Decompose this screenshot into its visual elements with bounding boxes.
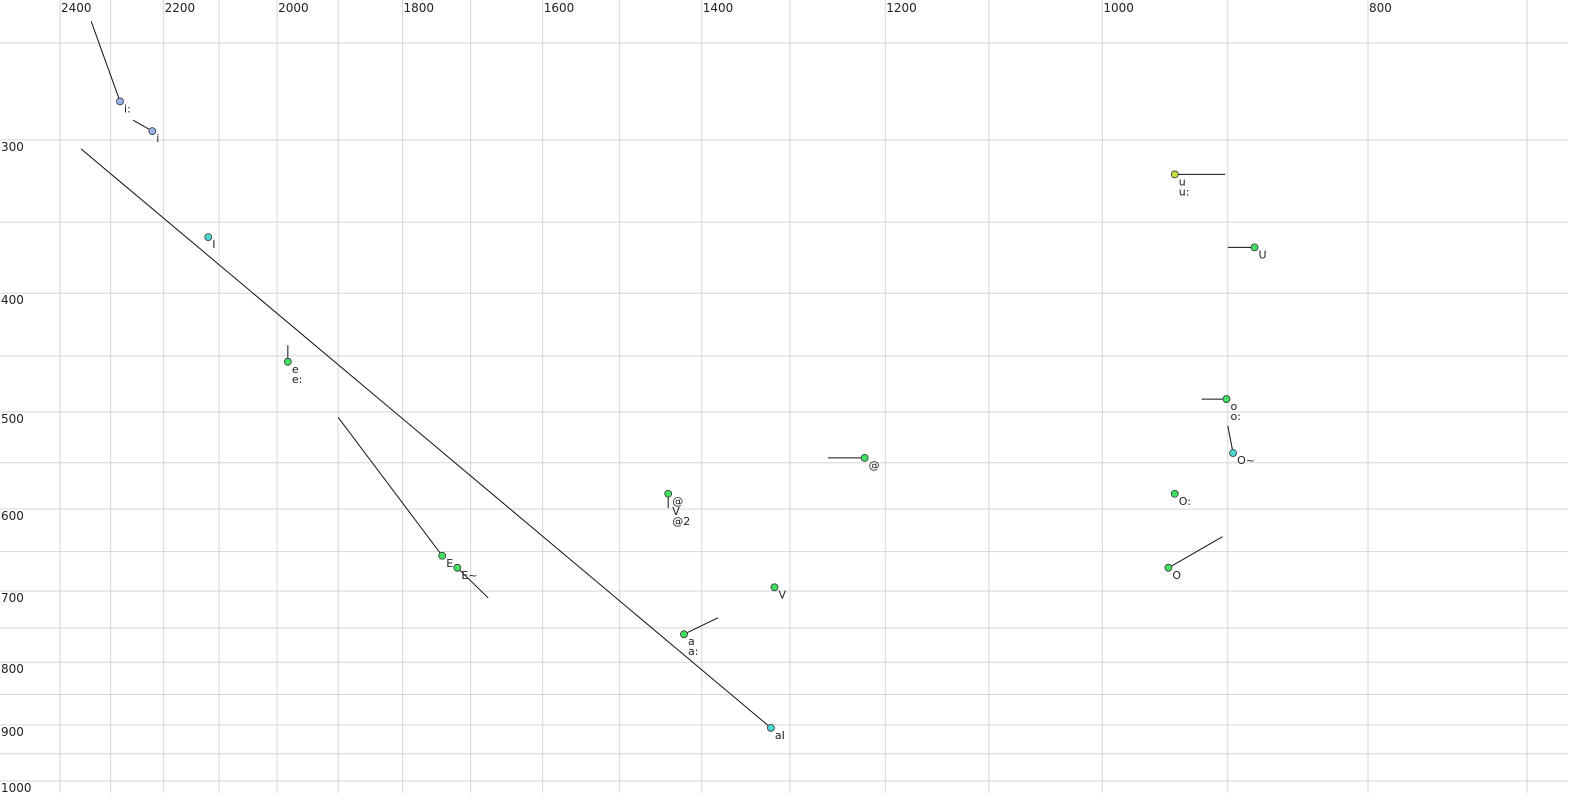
vowel-label: o: [1230, 400, 1237, 413]
vowel-point: [453, 563, 462, 572]
x-tick-label: 1200: [886, 1, 917, 15]
x-tick-label: 1600: [544, 1, 575, 15]
vowel-label: o:: [1230, 410, 1240, 423]
trajectory: [1168, 536, 1223, 569]
x-tick-label: 1000: [1103, 1, 1134, 15]
vowel-label: u:: [1179, 185, 1190, 198]
trajectory: [456, 567, 489, 599]
vowel-label: U: [1259, 248, 1267, 261]
vowel-point: [1170, 170, 1179, 179]
vowel-point: [1170, 489, 1179, 498]
vowel-point: [770, 583, 779, 592]
y-tick-label: 600: [1, 509, 24, 523]
vowel-point: [1250, 243, 1259, 252]
vowel-point: [283, 357, 292, 366]
vowel-point: [116, 97, 124, 106]
vowel-label: O:: [1179, 495, 1191, 508]
vowel-point: [1229, 449, 1237, 457]
x-tick-label: 2400: [61, 1, 92, 15]
vowel-label: @2: [672, 515, 690, 528]
x-tick-label: 2000: [278, 1, 309, 15]
y-tick-label: 900: [1, 725, 24, 739]
vowel-point: [680, 630, 688, 639]
vowel-label: E: [446, 557, 453, 570]
vowel-label: aI: [775, 729, 785, 742]
vowel-label: E~: [461, 569, 477, 582]
trajectory: [337, 416, 443, 557]
vowel-label: e: [292, 363, 299, 376]
vowel-label: V: [672, 505, 680, 518]
y-tick-label: 800: [1, 662, 24, 676]
vowel-label: i: [156, 132, 159, 145]
trajectory: [90, 21, 121, 102]
vowel-label: V: [778, 588, 786, 601]
vowel-point: [766, 723, 775, 732]
vowel-label: a:: [688, 645, 698, 658]
y-tick-label: 1000: [1, 781, 32, 795]
vowel-point: [438, 551, 447, 560]
vowel-point: [204, 233, 213, 242]
x-tick-label: 2200: [165, 1, 196, 15]
trajectory: [683, 617, 719, 635]
vowel-point: [1164, 563, 1173, 572]
vowel-label: i:: [124, 102, 131, 115]
y-tick-label: 300: [1, 140, 24, 154]
x-tick-label: 1400: [703, 1, 734, 15]
vowel-label: O~: [1237, 454, 1255, 467]
vowel-point: [1222, 395, 1231, 403]
x-tick-label: 1800: [404, 1, 435, 15]
y-tick-label: 700: [1, 591, 24, 605]
vowel-label: e:: [292, 373, 302, 386]
y-tick-label: 500: [1, 412, 24, 426]
vowel-point: [860, 453, 869, 462]
y-tick-label: 400: [1, 293, 24, 307]
vowel-label: u: [1179, 175, 1186, 188]
vowel-point: [148, 127, 157, 136]
vowel-label: a: [688, 635, 695, 648]
vowel-label: @: [672, 495, 683, 508]
vowel-label: O: [1172, 569, 1181, 582]
vowel-point: [664, 489, 673, 498]
vowel-label: @: [869, 459, 880, 472]
vowel-label: I: [212, 238, 215, 251]
x-tick-label: 800: [1369, 1, 1392, 15]
trajectory: [80, 148, 772, 729]
trajectory: [1227, 425, 1234, 454]
